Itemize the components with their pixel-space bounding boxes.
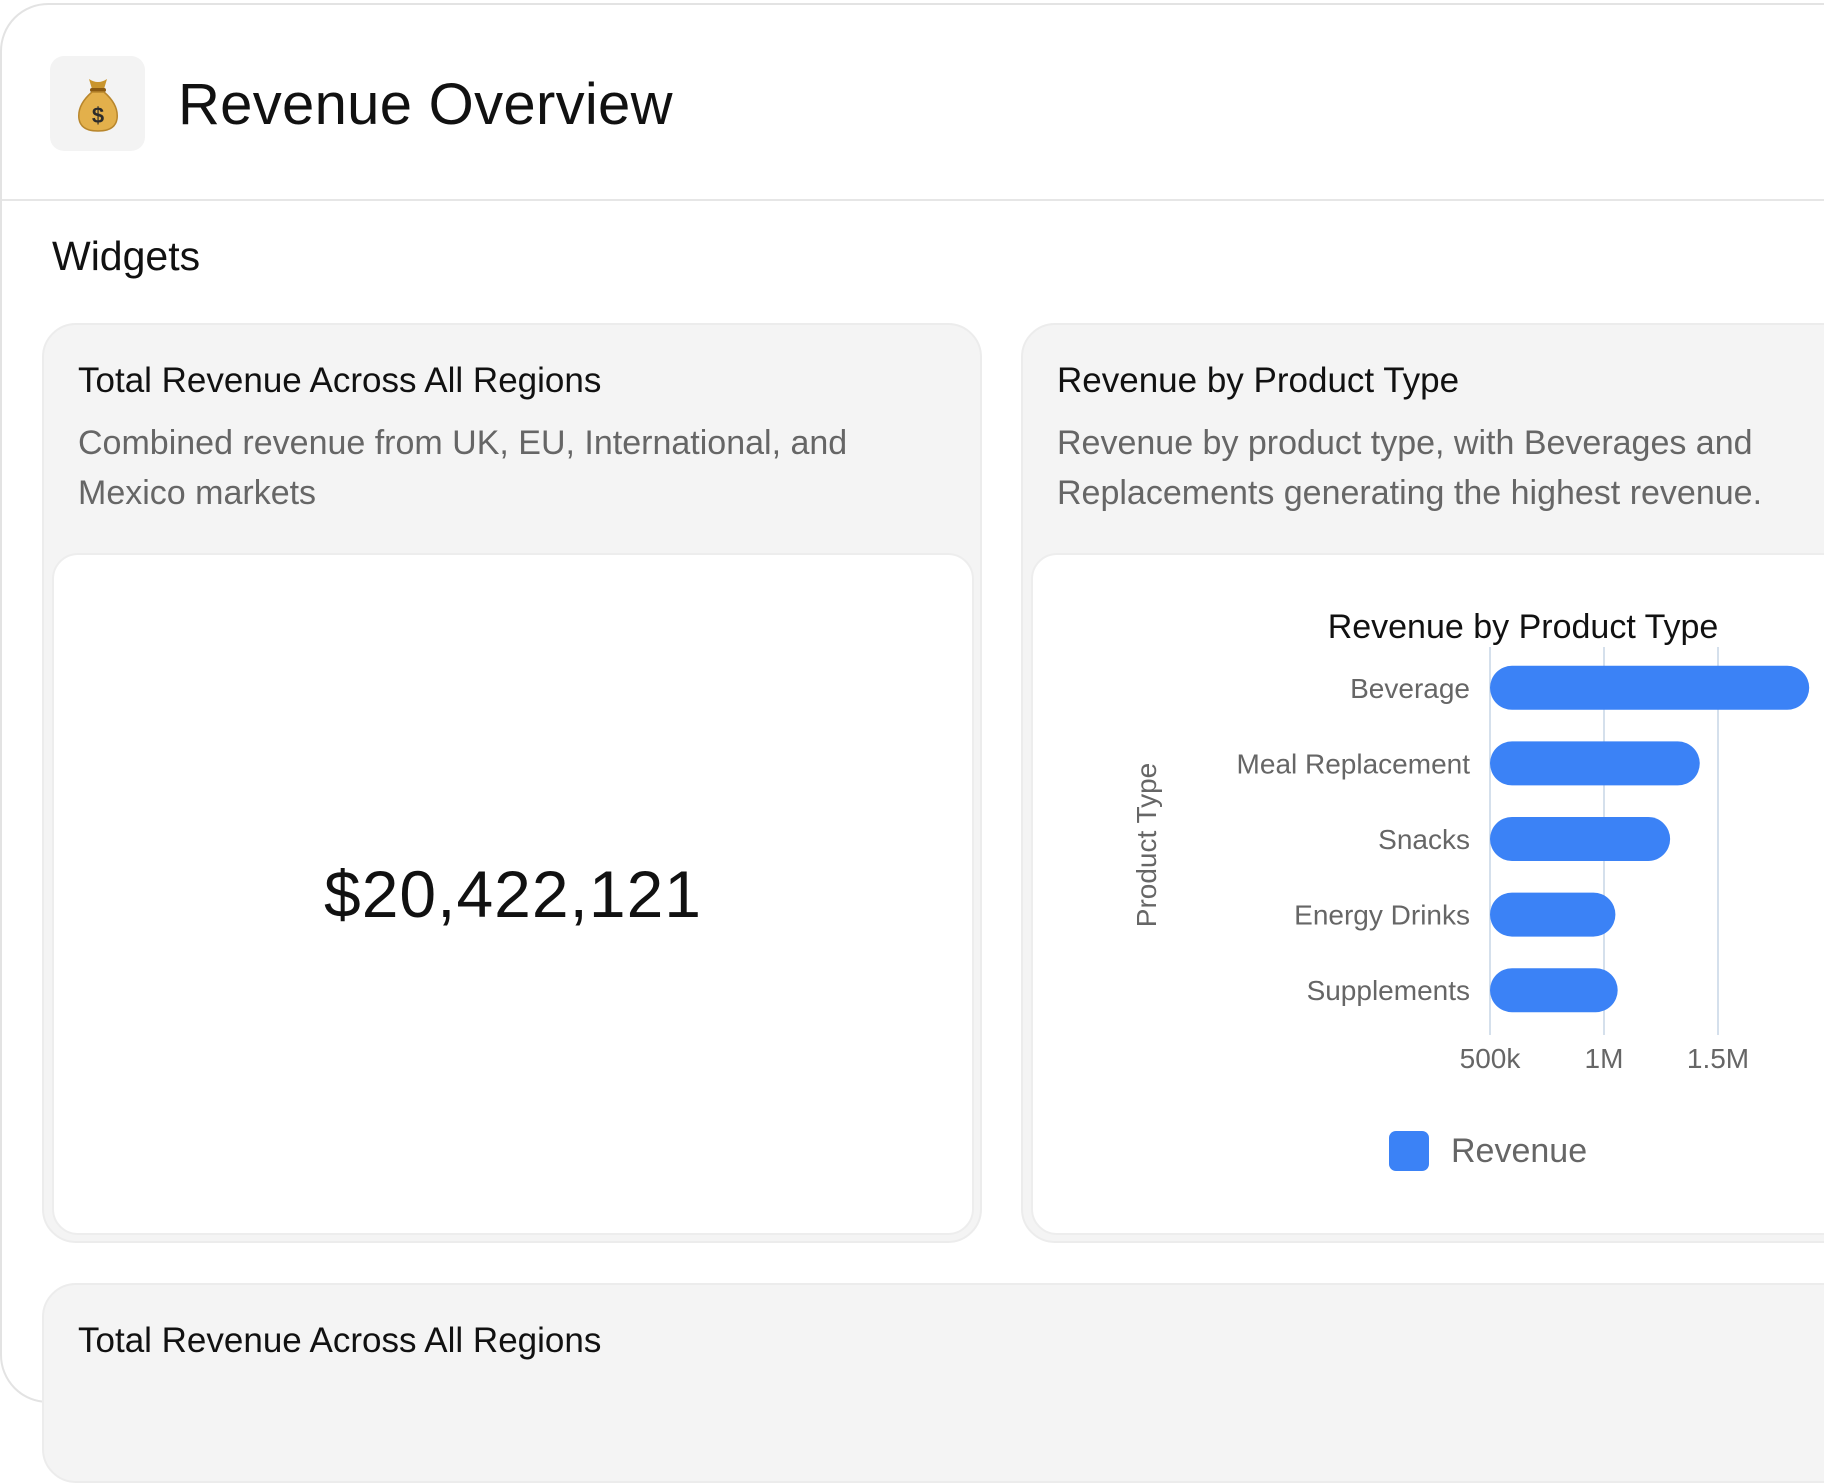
widget-content: $20,422,121 (52, 553, 974, 1235)
bar-chart: Revenue by Product Type 500k 1M 1.5M Beverag… (1131, 608, 1810, 1171)
widget-card-revenue-by-product[interactable]: Revenue by Product Type Revenue by produ… (1021, 323, 1824, 1243)
y-tick-label: Snacks (1378, 824, 1470, 855)
header-bar: $ Revenue Overview (2, 5, 1824, 201)
section-title: Widgets (52, 233, 201, 279)
bar (1490, 741, 1700, 786)
legend-swatch (1389, 1131, 1429, 1171)
x-tick-label: 1.5M (1687, 1043, 1749, 1074)
bar (1490, 968, 1618, 1013)
page-title: Revenue Overview (178, 72, 673, 137)
svg-text:$: $ (91, 103, 103, 128)
y-axis-label: Product Type (1131, 763, 1162, 927)
y-tick-label: Beverage (1350, 673, 1470, 704)
app-window: $ Revenue Overview Widgets Total Revenue… (0, 3, 1824, 1483)
widget-title: Total Revenue Across All Regions (78, 361, 602, 400)
bar (1490, 665, 1810, 710)
widget-title: Total Revenue Across All Regions (78, 1321, 602, 1360)
bar (1490, 892, 1616, 937)
money-bag-icon: $ (50, 56, 145, 151)
widget-description: Revenue by product type, with Beverages … (1057, 424, 1763, 512)
bar (1490, 817, 1671, 861)
widget-title: Revenue by Product Type (1057, 361, 1460, 400)
chart-title: Revenue by Product Type (1328, 608, 1719, 646)
y-tick-label: Energy Drinks (1294, 900, 1470, 931)
widget-card-total-revenue-2[interactable]: Total Revenue Across All Regions (42, 1283, 1824, 1483)
widget-content: Revenue by Product Type 500k 1M 1.5M Beverag… (1031, 553, 1824, 1235)
x-tick-label: 500k (1460, 1043, 1522, 1074)
legend-label: Revenue (1451, 1132, 1587, 1170)
x-tick-label: 1M (1585, 1043, 1624, 1074)
widget-description: Combined revenue from UK, EU, Internatio… (78, 424, 848, 512)
widget-card-total-revenue[interactable]: Total Revenue Across All Regions Combine… (42, 323, 982, 1243)
total-revenue-value: $20,422,121 (323, 857, 703, 931)
y-tick-label: Supplements (1307, 975, 1470, 1006)
y-tick-label: Meal Replacement (1237, 748, 1471, 779)
